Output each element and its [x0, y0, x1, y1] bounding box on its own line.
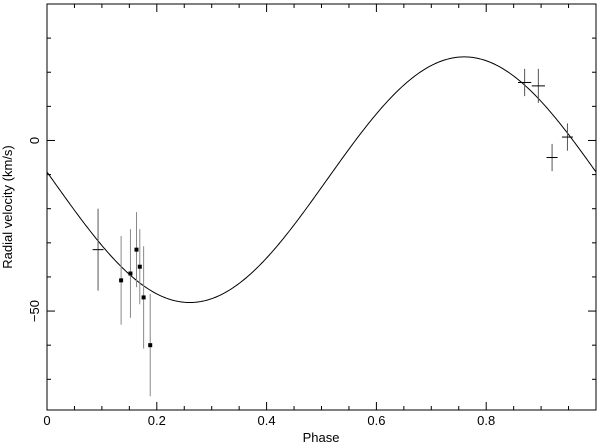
data-point — [119, 236, 124, 325]
x-tick-label: 0.8 — [477, 413, 495, 428]
point-marker — [148, 343, 153, 348]
data-point-cross — [546, 143, 558, 172]
data-point — [141, 246, 146, 349]
data-point — [134, 212, 139, 288]
point-marker — [141, 295, 146, 300]
point-marker — [128, 271, 133, 276]
x-tick-label: 0.6 — [367, 413, 385, 428]
data-point — [148, 294, 153, 397]
data-point — [137, 229, 142, 305]
y-tick-label: 0 — [27, 137, 42, 144]
y-tick-label: −50 — [27, 300, 42, 322]
point-marker — [119, 278, 124, 283]
data-point-cross — [518, 68, 532, 97]
axis-ticks — [46, 4, 597, 410]
data-point-cross — [561, 123, 573, 151]
x-tick-label: 0 — [43, 413, 50, 428]
y-axis-label: Radial velocity (km/s) — [0, 145, 15, 269]
model-curve-layer — [46, 56, 597, 304]
data-points-layer — [92, 68, 573, 397]
data-point-cross — [531, 68, 545, 103]
x-axis-label: Phase — [303, 430, 340, 445]
x-tick-label: 0.2 — [148, 413, 166, 428]
point-marker — [134, 247, 139, 252]
model-curve — [46, 56, 597, 304]
data-point — [128, 229, 133, 318]
point-marker — [137, 264, 142, 269]
data-point-cross — [92, 208, 104, 291]
plot-frame — [46, 3, 597, 411]
tick-labels: 0 0.2 0.4 0.6 0.8 0 −50 — [27, 137, 495, 428]
x-tick-label: 0.4 — [258, 413, 276, 428]
